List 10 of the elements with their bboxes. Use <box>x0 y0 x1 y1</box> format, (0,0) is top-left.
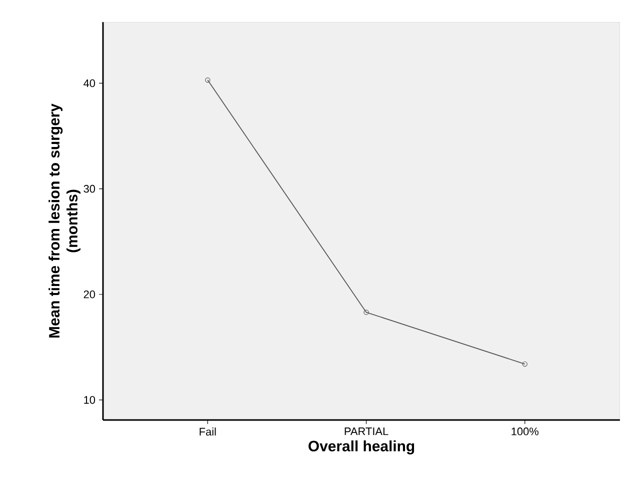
y-tick-label: 40 <box>84 79 96 88</box>
x-tick-label: PARTIAL <box>344 428 388 436</box>
x-axis-title: Overall healing <box>308 440 414 454</box>
x-tick-label: 100% <box>512 428 538 436</box>
y-tick-label: 20 <box>84 290 96 298</box>
y-tick-label: 10 <box>84 396 96 404</box>
x-tick-label: Fail <box>200 428 216 436</box>
y-tick-label: 30 <box>84 184 96 193</box>
y-axis-title: Mean time from lesion to surgery (months) <box>48 104 80 338</box>
point <box>364 310 369 315</box>
